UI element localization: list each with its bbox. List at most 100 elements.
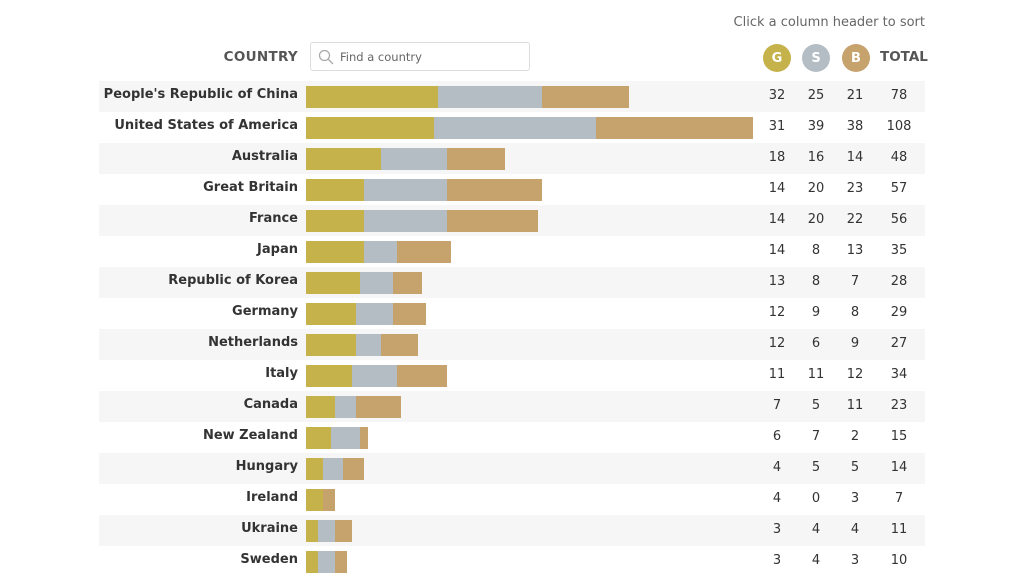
silver-count: 20	[807, 212, 825, 227]
gold-count: 3	[772, 522, 782, 537]
bronze-count: 22	[846, 212, 864, 227]
bronze-bar	[334, 520, 352, 542]
bronze-bar	[355, 396, 402, 418]
silver-count: 4	[811, 522, 821, 537]
bronze-count: 38	[846, 119, 864, 134]
country-name: United States of America	[114, 118, 298, 133]
bronze-bar	[359, 427, 369, 449]
country-name: Netherlands	[208, 335, 298, 350]
bronze-bar	[334, 551, 348, 573]
bronze-count: 7	[850, 274, 860, 289]
total-count: 35	[890, 243, 908, 258]
silver-count: 7	[811, 429, 821, 444]
bronze-count: 3	[850, 553, 860, 568]
bronze-count: 8	[850, 305, 860, 320]
silver-count: 5	[811, 398, 821, 413]
gold-column-header[interactable]: G	[763, 44, 791, 72]
silver-count: 0	[811, 491, 821, 506]
gold-count: 14	[768, 243, 786, 258]
silver-bar	[351, 365, 398, 387]
gold-bar	[306, 489, 323, 511]
total-count: 10	[890, 553, 908, 568]
search-icon	[318, 49, 334, 64]
bronze-bar	[397, 365, 447, 387]
bronze-column-header[interactable]: B	[842, 44, 870, 72]
country-name: Sweden	[240, 552, 298, 567]
table-row: Hungary 4 5 5 14	[99, 453, 925, 484]
silver-bar	[355, 334, 381, 356]
gold-count: 4	[772, 460, 782, 475]
country-search[interactable]	[310, 42, 530, 71]
country-name: New Zealand	[202, 428, 298, 443]
gold-bar	[306, 334, 356, 356]
total-count: 48	[890, 150, 908, 165]
gold-bar	[306, 179, 364, 201]
total-count: 14	[890, 460, 908, 475]
gold-bar	[306, 148, 381, 170]
table-row: Australia 18 16 14 48	[99, 143, 925, 174]
silver-column-header[interactable]: S	[802, 44, 830, 72]
bronze-bar	[322, 489, 335, 511]
gold-bar	[306, 86, 439, 108]
silver-bar	[359, 272, 393, 294]
search-input[interactable]	[338, 48, 522, 65]
bronze-bar	[541, 86, 629, 108]
total-count: 56	[890, 212, 908, 227]
bronze-count: 21	[846, 88, 864, 103]
silver-bar	[330, 427, 360, 449]
total-count: 29	[890, 305, 908, 320]
country-column-header[interactable]: COUNTRY	[223, 49, 298, 65]
table-row: Italy 11 11 12 34	[99, 360, 925, 391]
silver-bar	[355, 303, 393, 325]
total-count: 57	[890, 181, 908, 196]
country-name: People's Republic of China	[103, 87, 298, 102]
country-name: Ukraine	[241, 521, 298, 536]
bronze-bar	[446, 148, 505, 170]
silver-bar	[322, 458, 344, 480]
bronze-bar	[380, 334, 418, 356]
bronze-count: 2	[850, 429, 860, 444]
total-column-header[interactable]: TOTAL	[880, 49, 928, 65]
silver-bar	[334, 396, 356, 418]
bronze-bar	[446, 179, 542, 201]
total-count: 15	[890, 429, 908, 444]
gold-bar	[306, 210, 364, 232]
gold-count: 3	[772, 553, 782, 568]
total-count: 78	[890, 88, 908, 103]
silver-count: 39	[807, 119, 825, 134]
silver-bar	[363, 179, 447, 201]
gold-bar	[306, 520, 319, 542]
country-name: Italy	[265, 366, 298, 381]
gold-bar	[306, 303, 356, 325]
table-row: Netherlands 12 6 9 27	[99, 329, 925, 360]
gold-bar	[306, 396, 335, 418]
table-row: Japan 14 8 13 35	[99, 236, 925, 267]
gold-bar	[306, 427, 331, 449]
bronze-count: 4	[850, 522, 860, 537]
gold-count: 32	[768, 88, 786, 103]
gold-count: 12	[768, 305, 786, 320]
bronze-count: 12	[846, 367, 864, 382]
table-row: Sweden 3 4 3 10	[99, 546, 925, 577]
total-count: 108	[886, 119, 912, 134]
gold-count: 14	[768, 212, 786, 227]
bronze-bar	[595, 117, 754, 139]
silver-bar	[363, 241, 398, 263]
gold-count: 31	[768, 119, 786, 134]
gold-bar	[306, 241, 364, 263]
silver-count: 6	[811, 336, 821, 351]
gold-bar	[306, 551, 319, 573]
gold-count: 4	[772, 491, 782, 506]
gold-count: 13	[768, 274, 786, 289]
country-name: Ireland	[246, 490, 298, 505]
bronze-count: 3	[850, 491, 860, 506]
bronze-count: 23	[846, 181, 864, 196]
total-count: 23	[890, 398, 908, 413]
total-count: 11	[890, 522, 908, 537]
country-name: Canada	[243, 397, 298, 412]
gold-count: 12	[768, 336, 786, 351]
total-count: 34	[890, 367, 908, 382]
gold-count: 11	[768, 367, 786, 382]
bronze-bar	[392, 272, 422, 294]
gold-count: 14	[768, 181, 786, 196]
